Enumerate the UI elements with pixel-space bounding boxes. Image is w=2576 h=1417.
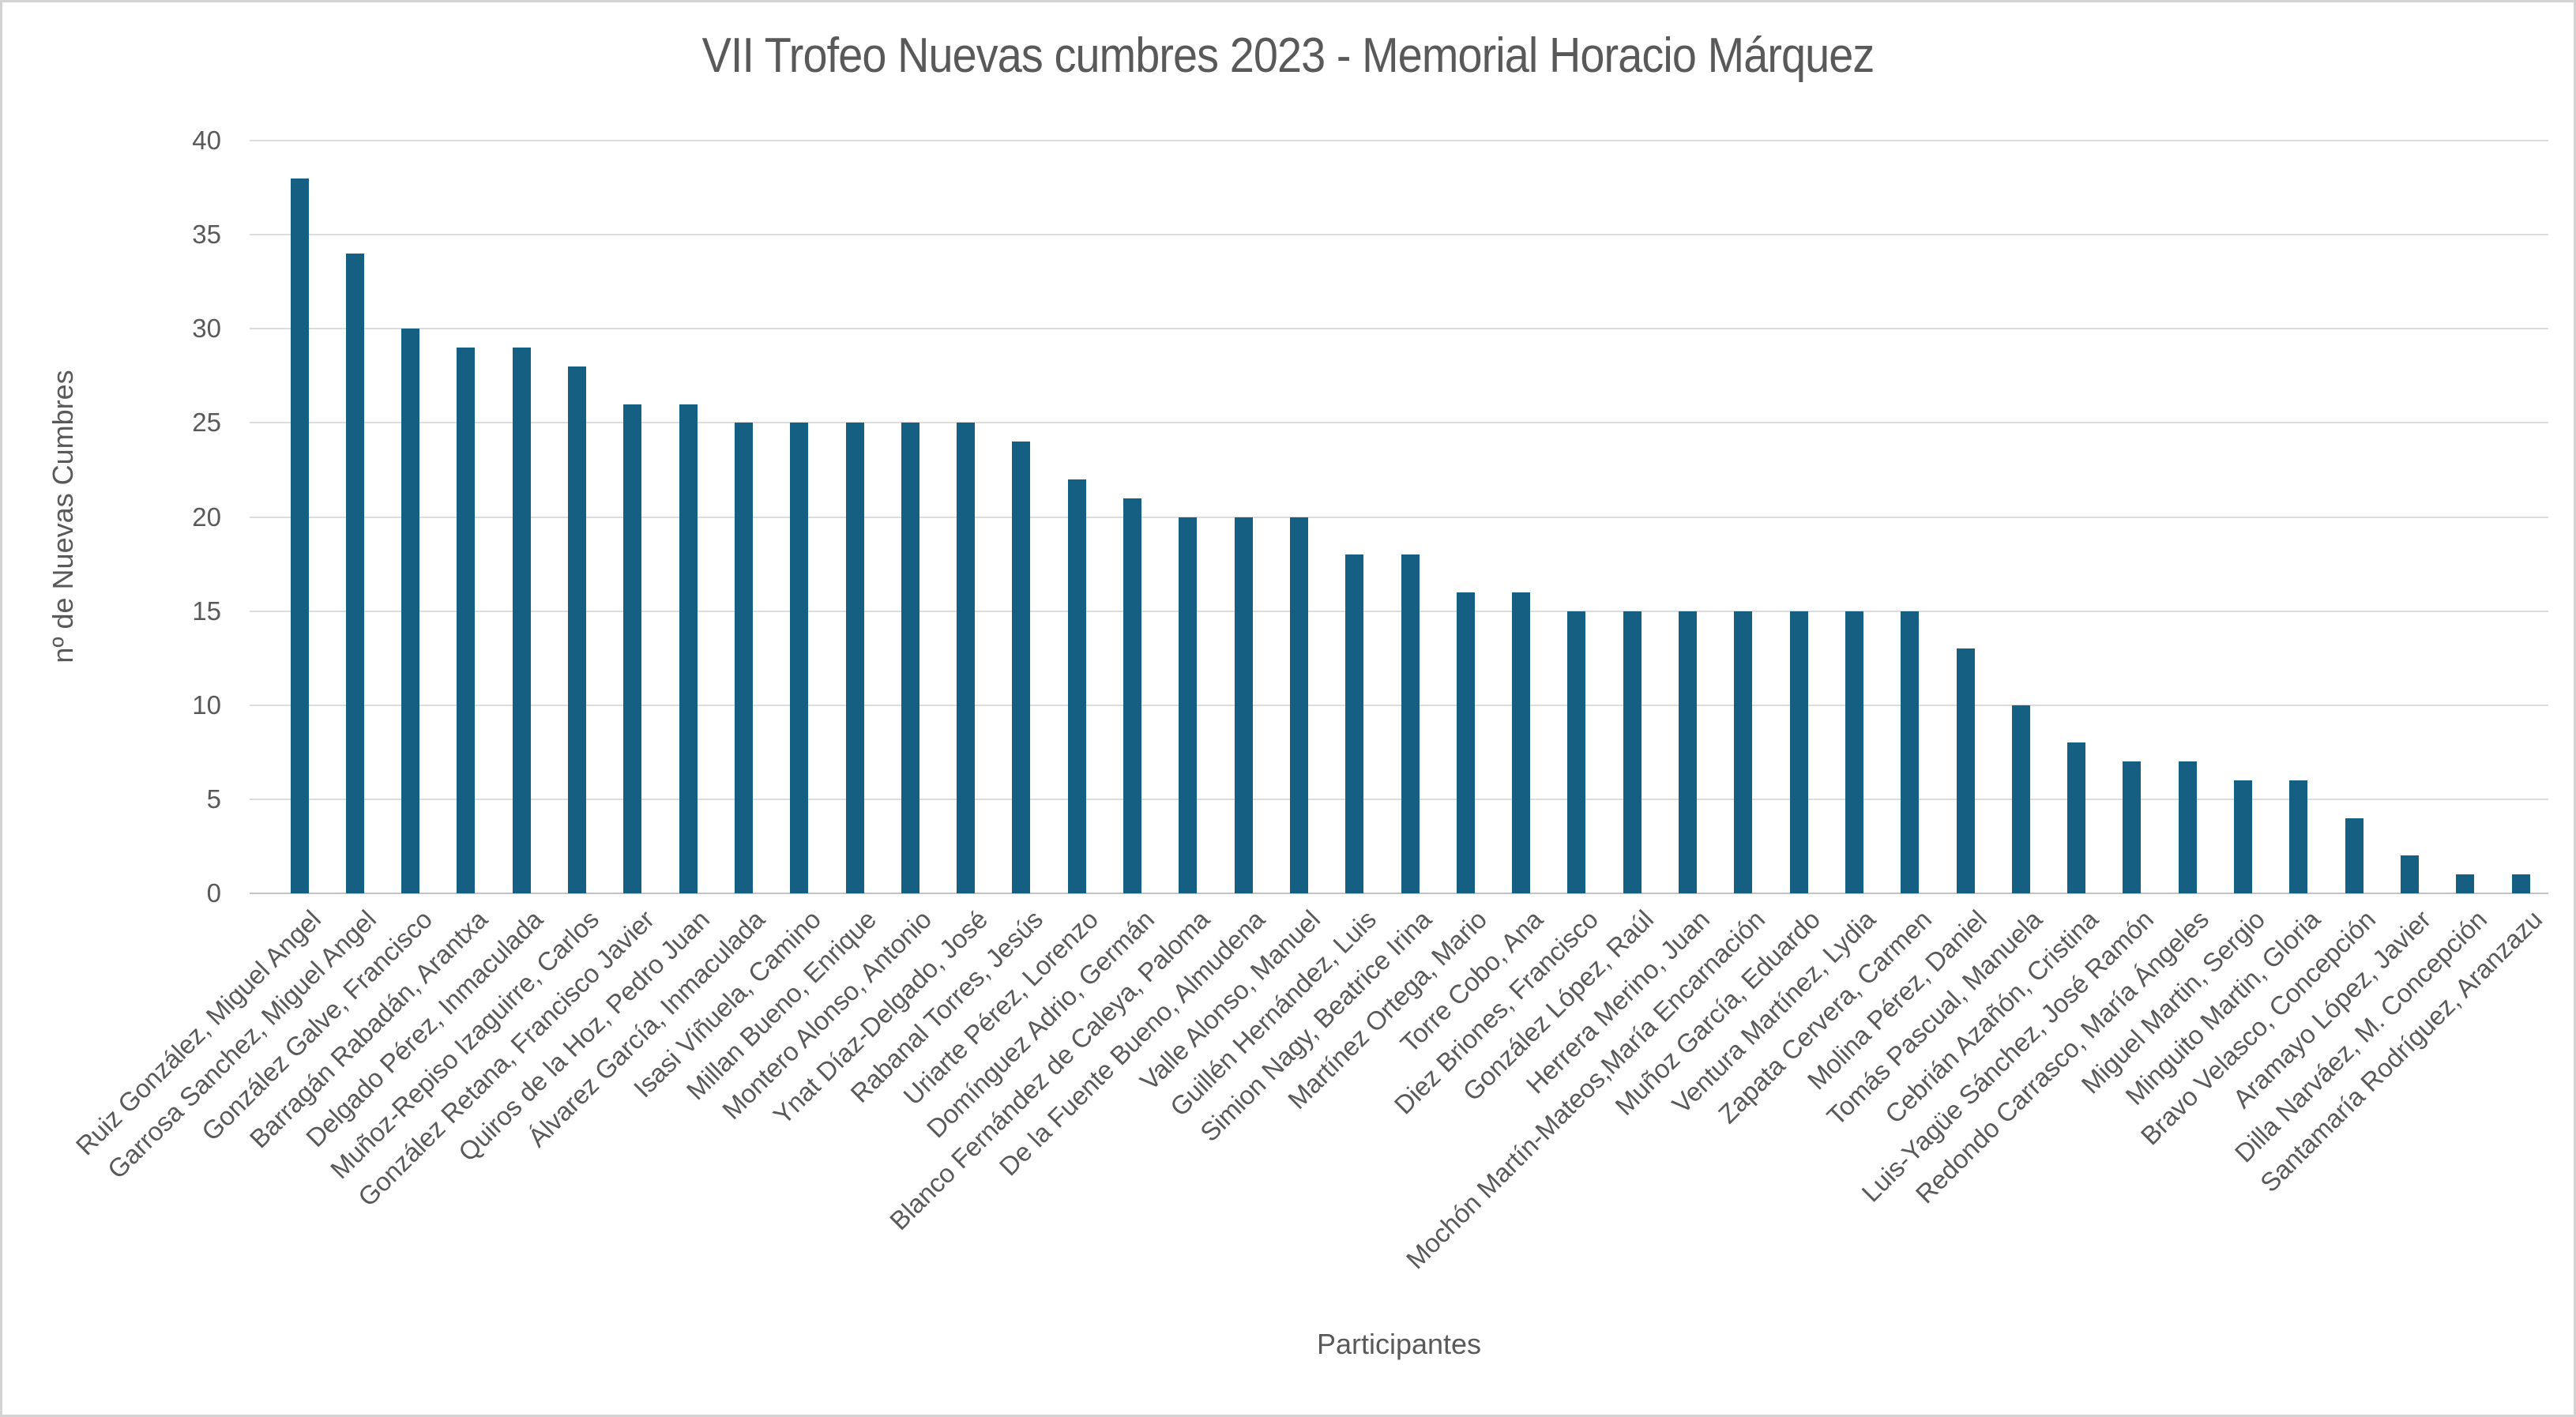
bar-38 <box>2345 818 2364 893</box>
gridline-40 <box>250 140 2548 141</box>
y-tick-label-0: 0 <box>206 878 221 908</box>
bar-21 <box>1401 554 1420 893</box>
x-axis-line <box>250 893 2548 894</box>
gridline-35 <box>250 234 2548 236</box>
y-tick-label-35: 35 <box>192 220 221 250</box>
bar-37 <box>2289 780 2308 893</box>
bar-20 <box>1345 554 1364 893</box>
bar-3 <box>401 329 420 893</box>
bar-25 <box>1623 611 1641 893</box>
gridline-10 <box>250 704 2548 706</box>
gridline-30 <box>250 328 2548 330</box>
bar-35 <box>2178 761 2197 893</box>
bar-30 <box>1901 611 1920 893</box>
bar-40 <box>2456 874 2475 893</box>
y-tick-label-10: 10 <box>192 690 221 720</box>
bar-6 <box>568 366 586 893</box>
bar-18 <box>1234 517 1253 893</box>
bar-5 <box>512 348 531 893</box>
y-tick-label-25: 25 <box>192 408 221 438</box>
bar-22 <box>1456 592 1475 893</box>
bar-34 <box>2123 761 2142 893</box>
bar-36 <box>2234 780 2252 893</box>
bar-15 <box>1067 479 1086 893</box>
bar-33 <box>2067 742 2086 893</box>
bar-13 <box>957 423 976 893</box>
bar-9 <box>734 423 753 893</box>
x-axis-title: Participantes <box>1316 1328 1482 1360</box>
bar-32 <box>2011 705 2030 893</box>
bar-31 <box>1956 648 1975 893</box>
bar-28 <box>1789 611 1808 893</box>
bar-12 <box>901 423 919 893</box>
y-tick-label-30: 30 <box>192 314 221 344</box>
bar-2 <box>345 253 364 893</box>
plot-area <box>250 140 2548 894</box>
bar-14 <box>1012 442 1031 893</box>
gridline-15 <box>250 610 2548 612</box>
bar-29 <box>1845 611 1863 893</box>
y-tick-label-20: 20 <box>192 502 221 532</box>
y-tick-label-15: 15 <box>192 596 221 626</box>
y-axis-title: nº de Nuevas Cumbres <box>47 370 79 663</box>
bar-24 <box>1567 611 1586 893</box>
chart-title: VII Trofeo Nuevas cumbres 2023 - Memoria… <box>701 28 1875 83</box>
bar-10 <box>790 423 809 893</box>
bar-1 <box>290 178 309 893</box>
gridline-5 <box>250 798 2548 800</box>
bar-17 <box>1179 517 1198 893</box>
bar-8 <box>679 404 698 893</box>
bar-19 <box>1289 517 1308 893</box>
bar-23 <box>1512 592 1531 893</box>
y-tick-label-40: 40 <box>192 126 221 155</box>
bar-11 <box>845 423 864 893</box>
bar-16 <box>1123 498 1141 893</box>
gridline-20 <box>250 516 2548 518</box>
bar-39 <box>2400 855 2419 893</box>
y-tick-label-5: 5 <box>206 784 221 814</box>
bar-4 <box>457 348 476 893</box>
gridline-25 <box>250 422 2548 424</box>
bar-27 <box>1734 611 1753 893</box>
bar-41 <box>2511 874 2530 893</box>
bar-26 <box>1679 611 1697 893</box>
bar-7 <box>623 404 642 893</box>
